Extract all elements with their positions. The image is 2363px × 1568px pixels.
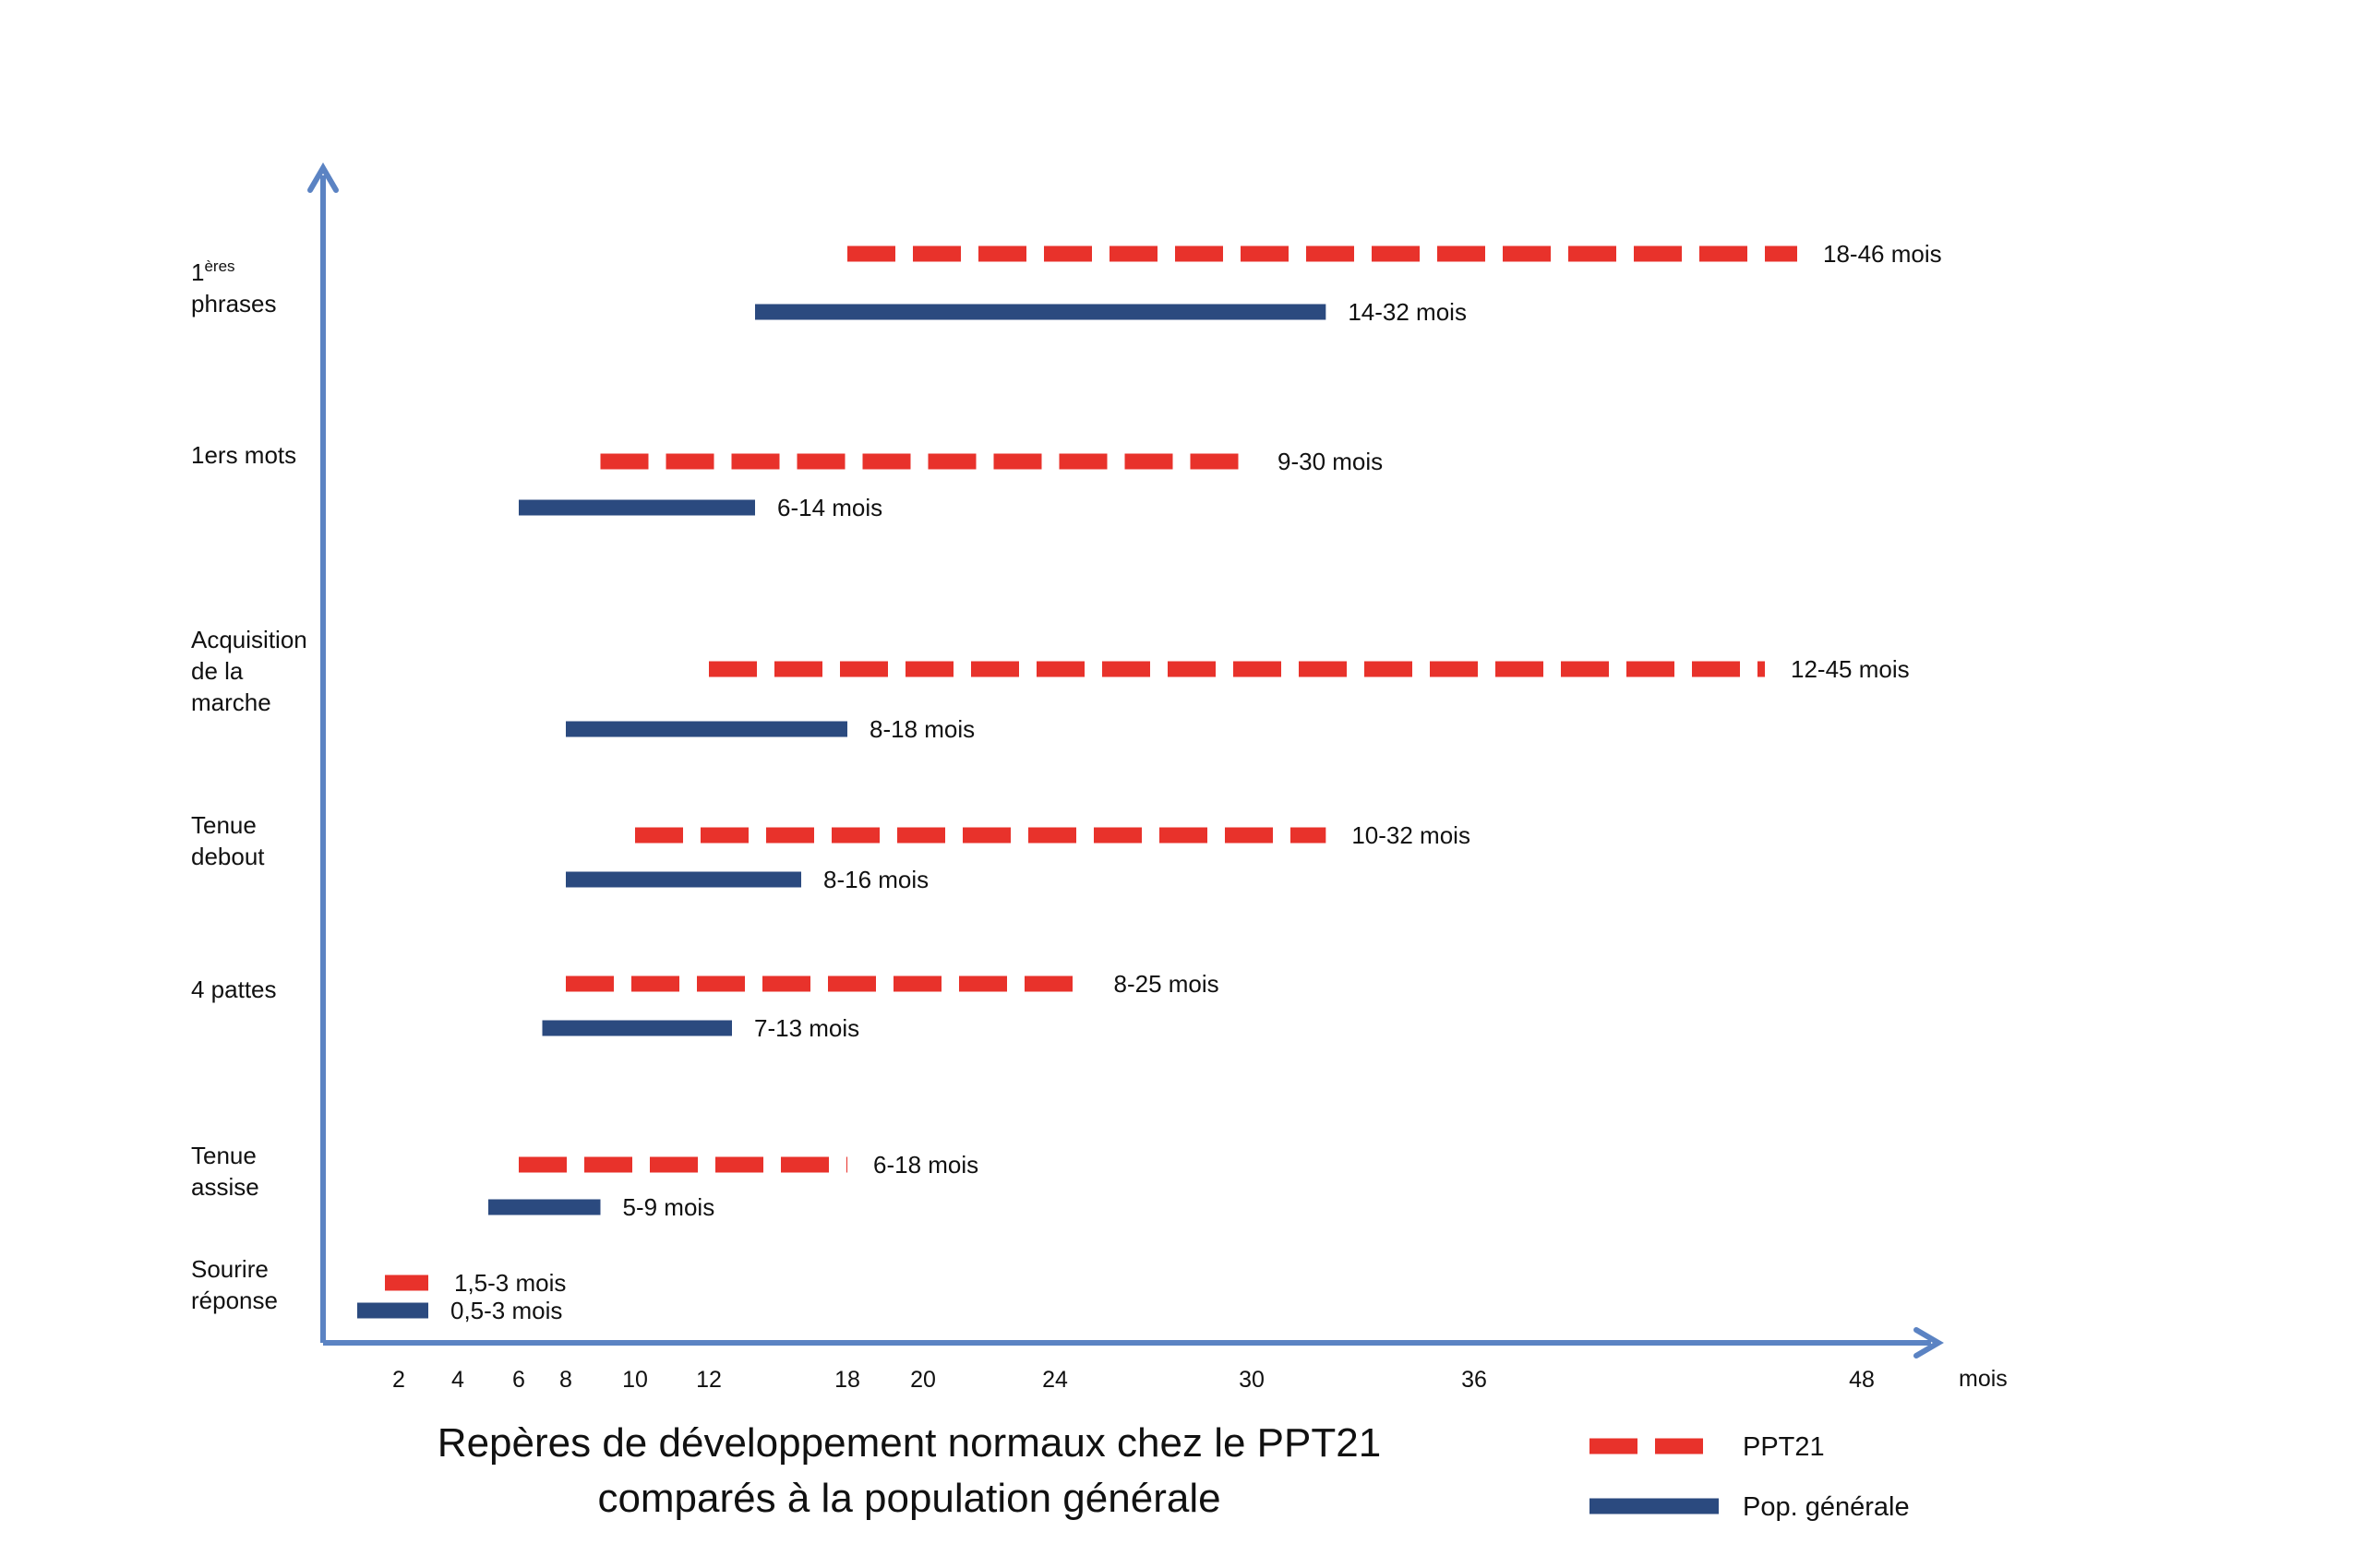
x-tick-label: 36	[1461, 1367, 1487, 1393]
x-tick-label: 30	[1239, 1367, 1265, 1393]
y-axis-arrow-icon	[307, 162, 339, 193]
general-population-range-label: 5-9 mois	[623, 1193, 715, 1221]
milestone-label: 4 pattes	[191, 976, 277, 1003]
milestone-label: marche	[191, 688, 271, 716]
x-tick-label: 6	[512, 1367, 525, 1393]
ppt21-range-label: 8-25 mois	[1114, 970, 1219, 998]
ppt21-range-label: 9-30 mois	[1277, 448, 1383, 475]
milestone-label: phrases	[191, 290, 277, 317]
legend-ppt21-label: PPT21	[1743, 1432, 1825, 1462]
x-tick-label: 2	[392, 1367, 405, 1393]
x-tick-label: 8	[559, 1367, 572, 1393]
x-tick-label: 12	[696, 1367, 722, 1393]
milestone-label: Tenue	[191, 1142, 257, 1169]
milestone-label: assise	[191, 1173, 259, 1201]
general-population-range-label: 6-14 mois	[777, 494, 882, 521]
x-axis-label: mois	[1959, 1366, 2008, 1392]
general-population-range-label: 14-32 mois	[1348, 298, 1467, 326]
ppt21-range-label: 1,5-3 mois	[454, 1269, 566, 1297]
ppt21-range-label: 12-45 mois	[1791, 655, 1910, 683]
x-tick-label: 20	[910, 1367, 936, 1393]
general-population-range-label: 8-18 mois	[870, 715, 975, 743]
ppt21-range-label: 10-32 mois	[1351, 821, 1470, 849]
x-axis-arrow-icon	[1913, 1327, 1944, 1359]
x-tick-label: 18	[834, 1367, 860, 1393]
milestone-label: 1ères	[191, 257, 235, 286]
milestone-label: Sourire	[191, 1255, 269, 1283]
chart-title: comparés à la population générale	[597, 1476, 1220, 1521]
milestone-label: réponse	[191, 1287, 278, 1314]
x-tick-label: 24	[1042, 1367, 1068, 1393]
milestone-label: Tenue	[191, 811, 257, 839]
x-tick-label: 48	[1849, 1367, 1875, 1393]
general-population-range-label: 7-13 mois	[754, 1014, 859, 1042]
general-population-range-label: 8-16 mois	[823, 866, 929, 893]
milestone-label-superscript: ères	[204, 257, 234, 275]
legend-general-label: Pop. générale	[1743, 1492, 1910, 1522]
milestone-label: 1ers mots	[191, 441, 296, 469]
chart-title: Repères de développement normaux chez le…	[438, 1420, 1381, 1466]
ppt21-range-label: 18-46 mois	[1823, 240, 1942, 268]
milestone-label: Acquisition	[191, 626, 307, 653]
milestone-label: debout	[191, 843, 265, 870]
milestone-label: de la	[191, 657, 244, 685]
x-tick-label: 10	[622, 1367, 648, 1393]
x-tick-label: 4	[451, 1367, 464, 1393]
general-population-range-label: 0,5-3 mois	[450, 1297, 562, 1324]
ppt21-range-label: 6-18 mois	[873, 1151, 978, 1179]
